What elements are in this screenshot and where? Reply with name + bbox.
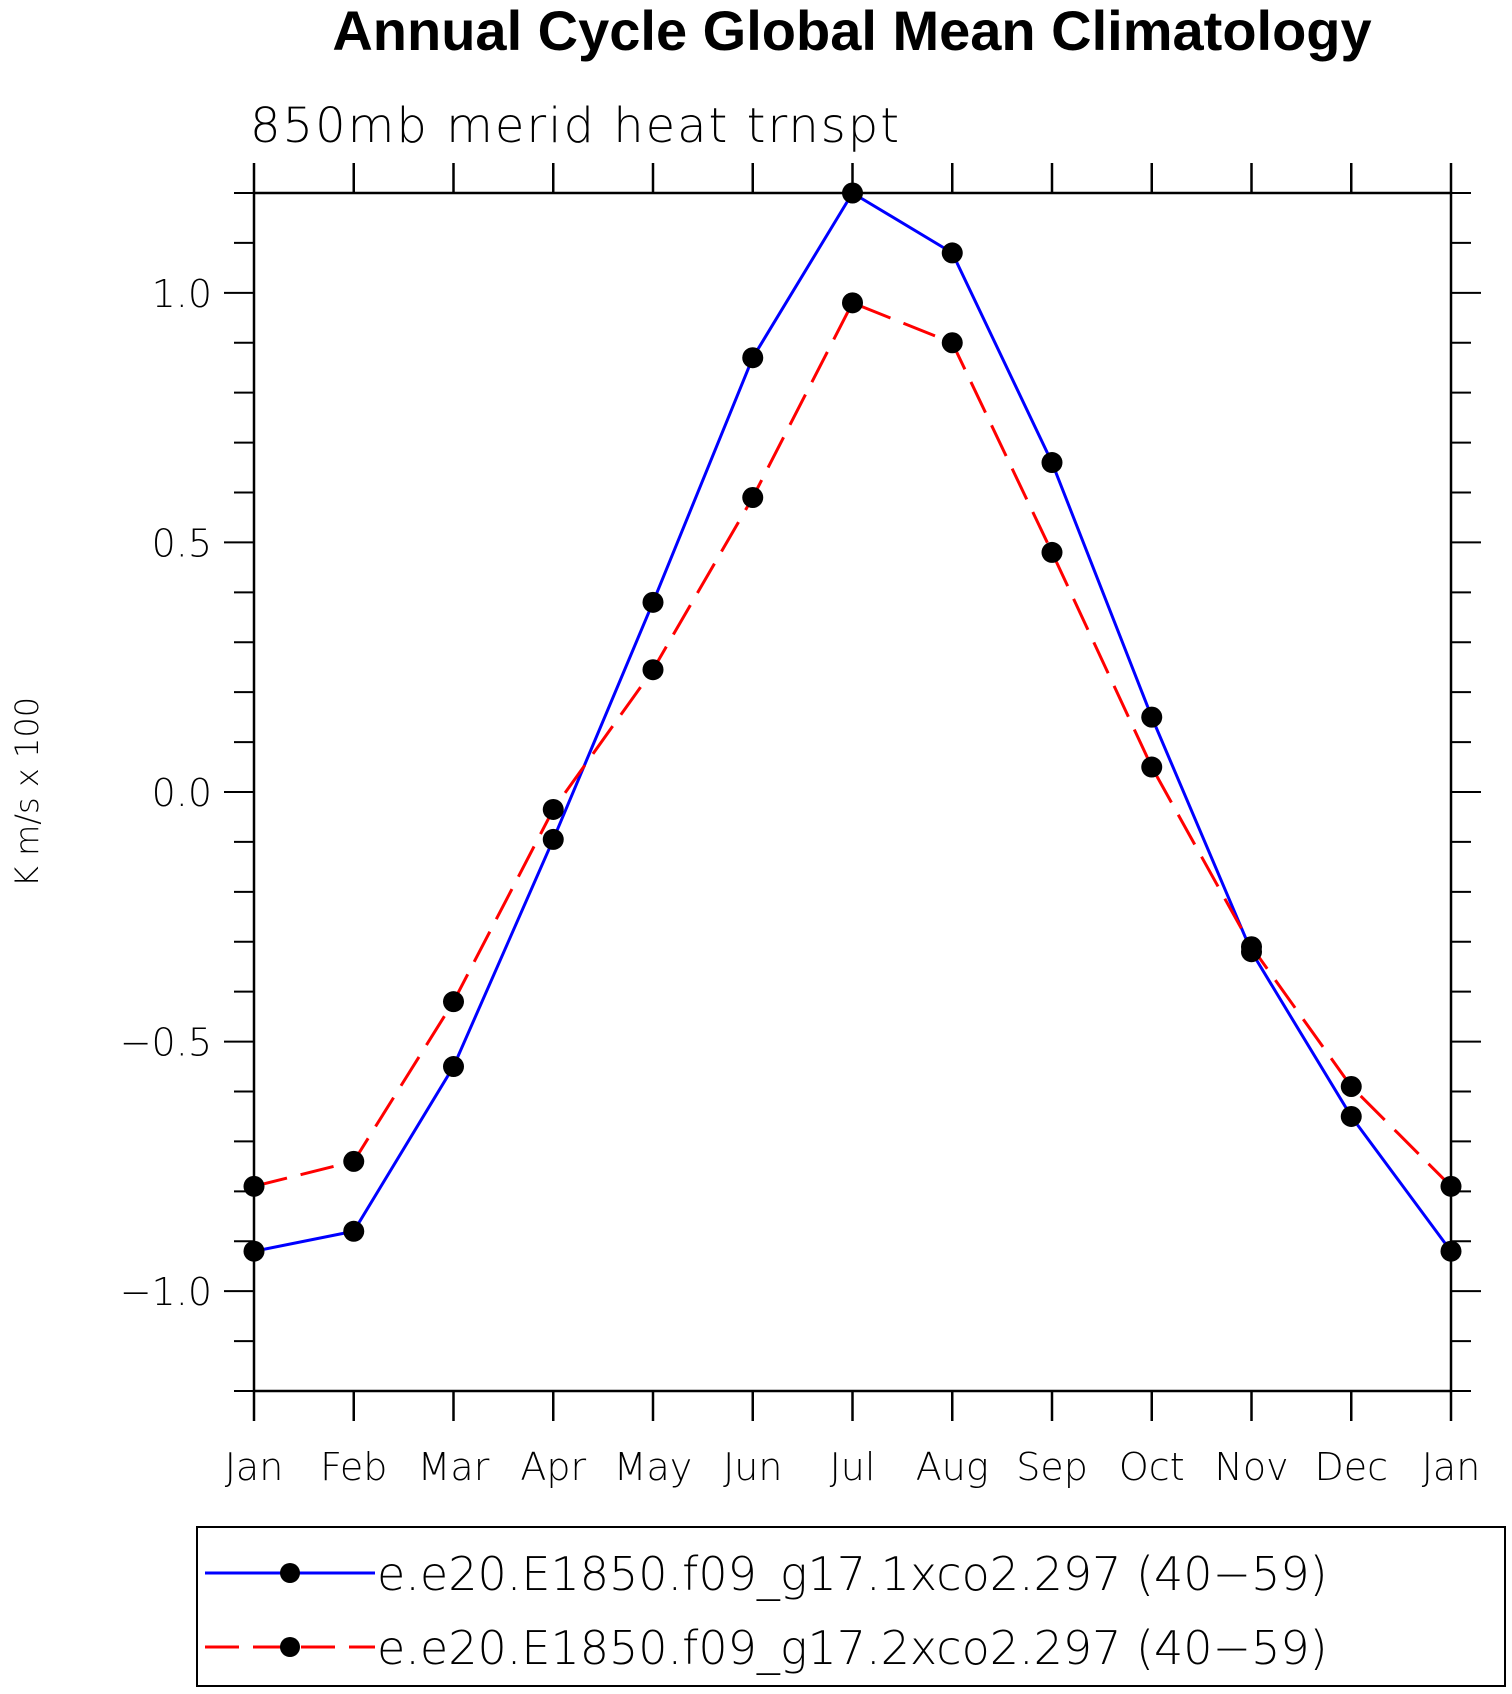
x-tick-label: Jul [830,1445,876,1489]
data-point-series-2 [941,332,963,354]
data-point-series-2 [842,292,863,314]
x-tick-label: Feb [320,1445,387,1489]
y-tick-label: −0.5 [120,1021,212,1065]
data-point-series-2 [742,486,764,508]
legend-label-1xco2: e.e20.E1850.f09_g17.1xco2.297 (40−59) [377,1547,1328,1601]
legend: e.e20.E1850.f09_g17.1xco2.297 (40−59) e.… [196,1526,1506,1687]
x-tick-label: Dec [1314,1445,1388,1489]
y-tick-label: 1.0 [152,272,212,316]
data-point-series-1 [1340,1105,1362,1127]
x-tick-label: Nov [1214,1445,1288,1489]
data-point-series-1 [542,828,564,850]
data-point-series-2 [243,1175,265,1197]
x-tick-label: May [614,1445,693,1489]
data-point-series-1 [941,242,963,264]
series-line-2 [253,300,1453,1188]
data-point-series-2 [642,659,664,681]
x-tick-label: Sep [1016,1445,1088,1489]
x-tick-label: Mar [418,1445,490,1489]
x-tick-label: Jan [225,1445,284,1489]
data-point-series-1 [642,591,664,613]
x-tick-label: Jun [723,1445,782,1489]
data-point-series-2 [542,798,564,820]
x-tick-labels: Jan Feb Mar Apr May Jun Jul Aug Sep Oct Nov Dec Jan [225,1445,1481,1489]
legend-marker-2xco2 [280,1637,300,1657]
x-tick-label: Aug [916,1445,989,1489]
data-point-series-1 [243,1240,265,1262]
data-point-series-2 [1241,936,1262,958]
chart-subtitle: 850mb merid heat trnspt [250,98,901,154]
legend-box [196,1526,1506,1687]
y-axis-label: K m/s x 100 [8,697,46,887]
y-tick-label: 0.0 [152,771,212,815]
data-point-series-1 [842,182,863,204]
data-point-series-2 [343,1150,365,1172]
legend-marker-1xco2 [280,1563,300,1583]
y-tick-labels: −1.0 −0.5 0.0 0.5 1.0 [120,272,212,1314]
data-point-series-1 [1041,452,1063,474]
series-line-1 [253,190,1453,1253]
axis-ticks [224,163,1481,1421]
x-tick-label: Apr [520,1445,586,1489]
x-tick-label: Oct [1119,1445,1185,1489]
data-point-series-2 [1440,1175,1462,1197]
y-tick-label: −1.0 [120,1270,212,1314]
data-point-series-1 [1141,706,1163,728]
data-point-series-2 [443,991,464,1013]
series-layer [243,182,1462,1262]
chart-title: Annual Cycle Global Mean Climatology [332,0,1371,62]
plot-frame [252,191,1453,1393]
data-point-series-1 [343,1220,365,1242]
data-point-series-1 [742,347,764,369]
y-tick-label: 0.5 [152,521,212,565]
data-point-series-2 [1340,1076,1362,1098]
data-point-series-2 [1041,541,1063,563]
data-point-series-1 [1440,1240,1462,1262]
data-point-series-2 [1141,756,1163,778]
x-tick-label: Jan [1422,1445,1481,1489]
data-point-series-1 [443,1056,464,1078]
legend-label-2xco2: e.e20.E1850.f09_g17.2xco2.297 (40−59) [377,1621,1328,1675]
